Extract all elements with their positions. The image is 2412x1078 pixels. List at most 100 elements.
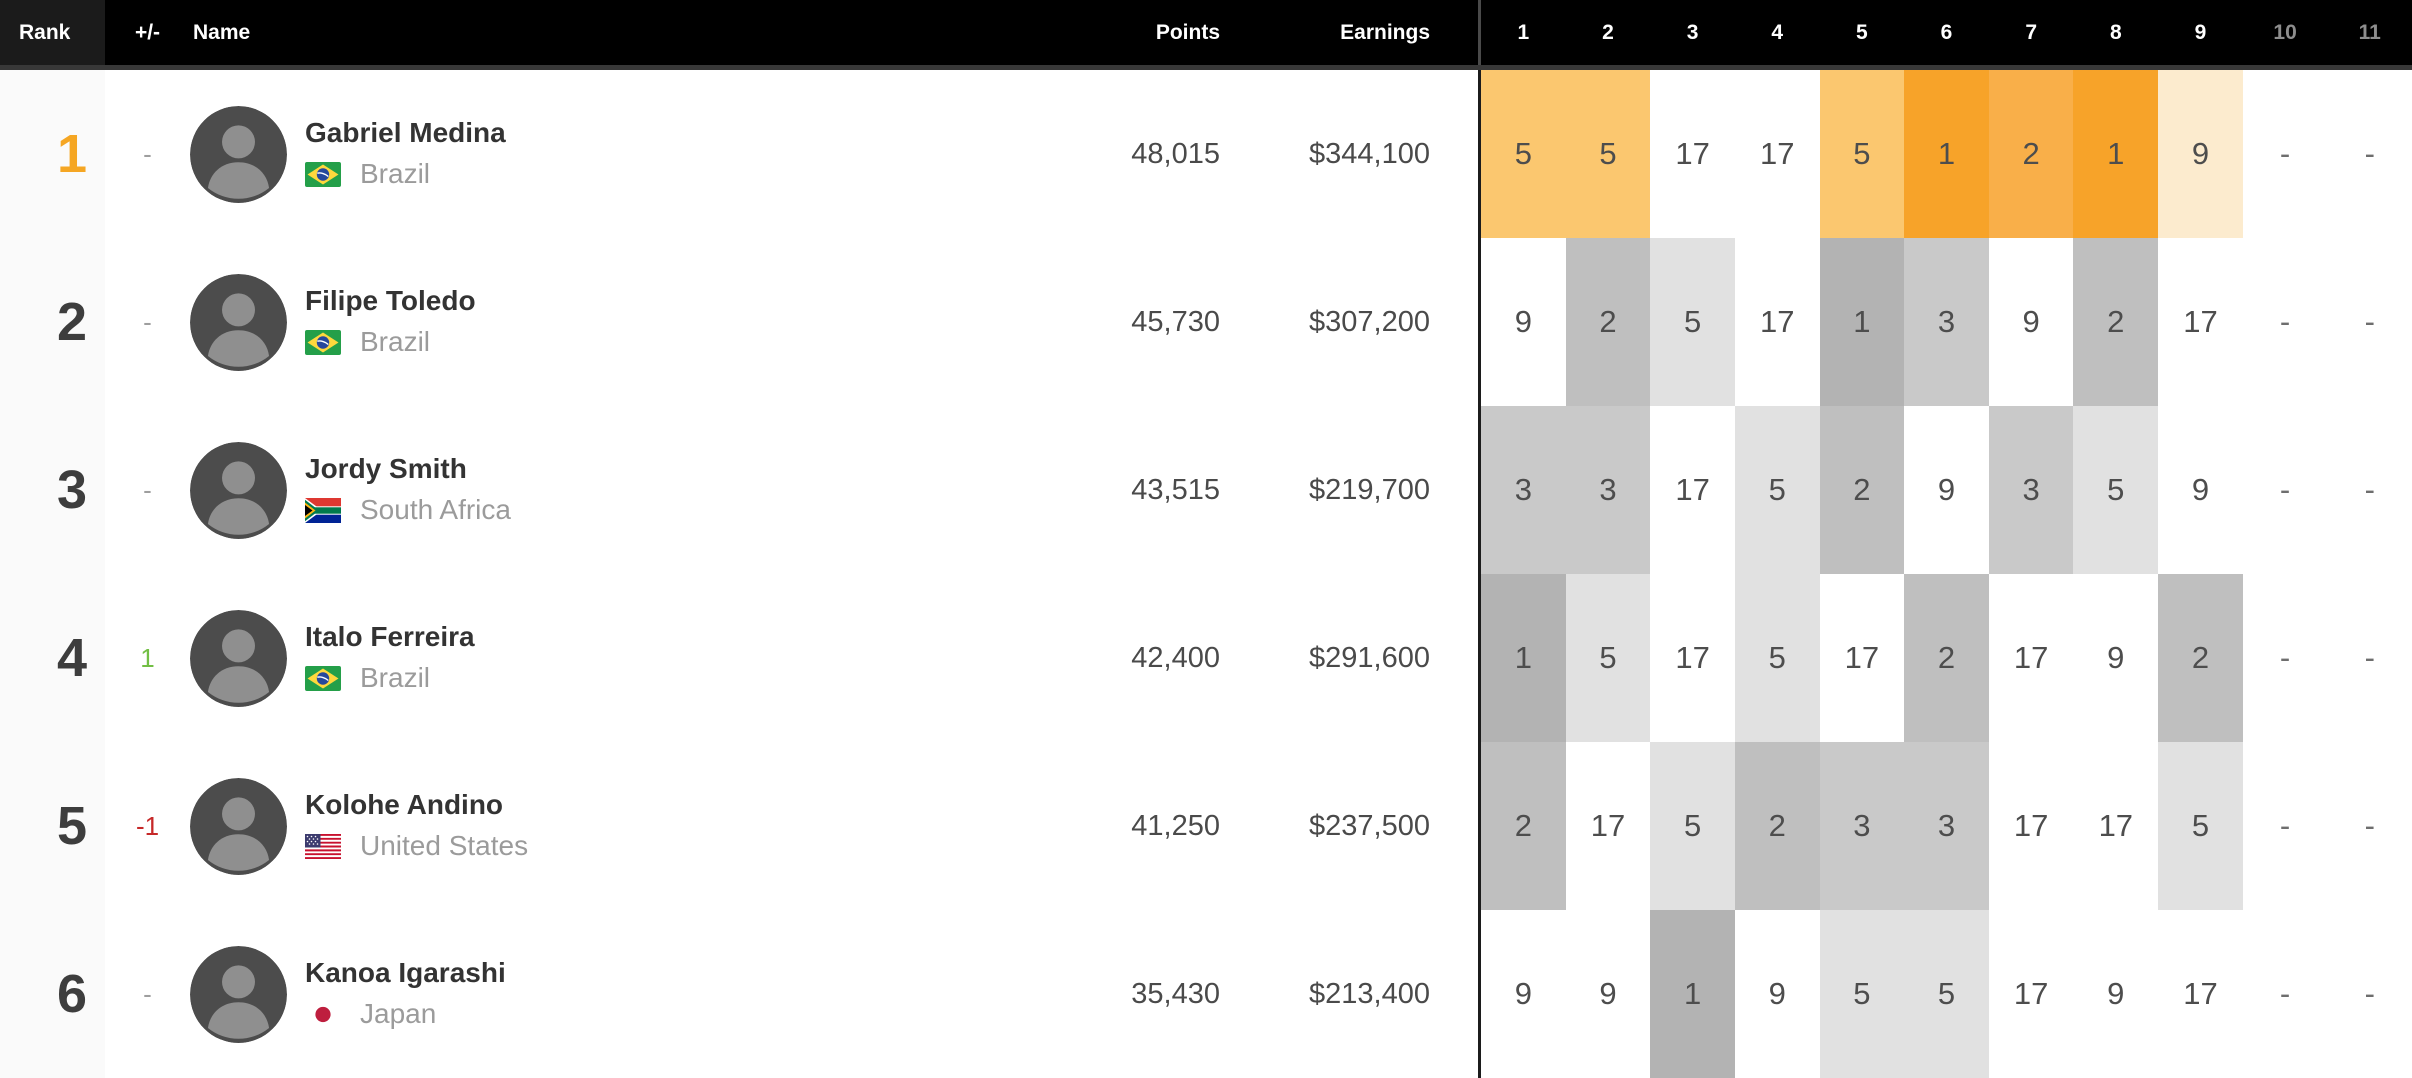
athlete-avatar: [190, 945, 287, 1043]
japan-flag-icon: [305, 1001, 341, 1027]
event-result-cell: 2: [1988, 70, 2074, 238]
event-result-cell: 5: [1565, 574, 1651, 742]
event-results: 1 5 17 5 17 2 17 9 2- -: [1478, 574, 2412, 742]
event-result-cell: 17: [2073, 742, 2159, 910]
earnings-value: $237,500: [1309, 809, 1430, 842]
event-result-cell: 2: [2073, 238, 2159, 406]
event-result-cell: 17: [1988, 910, 2074, 1078]
rank-column-header: Rank: [0, 0, 105, 65]
event-result-cell: 1: [1650, 910, 1735, 1078]
earnings-value: $291,600: [1309, 641, 1430, 674]
athlete-row[interactable]: 2 - Filipe Toledo Brazil 45,730 $307,200…: [0, 238, 2412, 406]
event-result-cell: 5: [1734, 574, 1820, 742]
athlete-name[interactable]: Kolohe Andino: [305, 789, 504, 821]
athlete-name[interactable]: Italo Ferreira: [305, 621, 475, 653]
athlete-row[interactable]: 4 1 Italo Ferreira Brazil 42,400 $291,60…: [0, 574, 2412, 742]
event-results: 3 3 17 5 2 9 3 5 9- -: [1478, 406, 2412, 574]
event-result-cell: 5: [1904, 910, 1989, 1078]
header-shadow: [0, 65, 2412, 70]
event-result-cell: 9: [1481, 238, 1566, 406]
athlete-row[interactable]: 5 -1 Kolohe Andino United States 41,250 …: [0, 742, 2412, 910]
event-column-header[interactable]: 4: [1771, 20, 1784, 44]
event-column-header[interactable]: 11: [2358, 20, 2381, 44]
event-result-cell: 9: [2158, 406, 2243, 574]
event-column-header[interactable]: 3: [1686, 20, 1699, 44]
athlete-avatar: [190, 609, 287, 707]
event-results: 2 17 5 2 3 3 17 17 5- -: [1478, 742, 2412, 910]
event-result-cell: -: [2242, 910, 2328, 1078]
country-name: Japan: [360, 998, 437, 1029]
event-result-cell: 17: [1988, 742, 2074, 910]
event-column-header[interactable]: 10: [2273, 20, 2297, 44]
rank-change: 1: [140, 642, 155, 673]
event-result-cell: 9: [1481, 910, 1566, 1078]
athlete-row[interactable]: 6 - Kanoa Igarashi Japan 35,430 $213,400…: [0, 910, 2412, 1078]
athlete-name[interactable]: Gabriel Medina: [305, 117, 506, 149]
event-result-cell: 5: [1650, 238, 1735, 406]
event-result-cell: 2: [1565, 238, 1651, 406]
event-results: 9 2 5 17 1 3 9 2 17- -: [1478, 238, 2412, 406]
athlete-row[interactable]: 1 - Gabriel Medina Brazil 48,015 $344,10…: [0, 70, 2412, 238]
country-name: Brazil: [360, 662, 431, 693]
athlete-country: Brazil: [305, 326, 476, 358]
event-result-cell: 5: [1734, 406, 1820, 574]
event-result-cell: 3: [1988, 406, 2074, 574]
athlete-country: Japan: [305, 998, 506, 1030]
event-result-cell: 17: [1650, 70, 1735, 238]
event-column-header[interactable]: 1: [1517, 20, 1530, 44]
rank-value: 4: [56, 628, 87, 688]
athlete-name[interactable]: Jordy Smith: [305, 453, 467, 485]
earnings-column-header: Earnings: [1340, 20, 1430, 44]
athlete-avatar: [190, 777, 287, 875]
event-result-cell: 2: [1481, 742, 1566, 910]
athlete-name[interactable]: Kanoa Igarashi: [305, 957, 506, 989]
event-result-cell: 5: [1481, 70, 1566, 238]
event-result-cell: 2: [1819, 406, 1905, 574]
event-column-header[interactable]: 7: [2025, 20, 2037, 44]
earnings-value: $344,100: [1309, 137, 1430, 170]
rank-value: 1: [56, 124, 87, 184]
event-result-cell: 9: [2073, 910, 2159, 1078]
event-results: 9 9 1 9 5 5 17 9 17- -: [1478, 910, 2412, 1078]
event-column-header[interactable]: 5: [1856, 20, 1868, 44]
event-result-cell: 9: [1988, 238, 2074, 406]
athlete-row[interactable]: 3 - Jordy Smith South Africa 43,515 $219…: [0, 406, 2412, 574]
athlete-name[interactable]: Filipe Toledo: [305, 285, 476, 317]
event-result-cell: 3: [1819, 742, 1905, 910]
event-result-cell: 17: [1988, 574, 2074, 742]
event-column-header[interactable]: 8: [2109, 20, 2122, 44]
event-result-cell: -: [2327, 742, 2412, 910]
earnings-value: $219,700: [1309, 473, 1430, 506]
event-result-cell: -: [2327, 910, 2412, 1078]
event-result-cell: -: [2242, 70, 2328, 238]
points-value: 45,730: [1131, 305, 1220, 338]
event-result-cell: -: [2242, 574, 2328, 742]
athlete-avatar: [190, 105, 287, 203]
event-result-cell: 17: [1734, 238, 1820, 406]
event-result-cell: 9: [2158, 70, 2243, 238]
change-column-header: +/-: [134, 20, 161, 44]
brazil-flag-icon: [305, 329, 341, 355]
event-result-cell: 17: [2158, 238, 2243, 406]
points-column-header: Points: [1155, 20, 1220, 44]
event-result-cell: 5: [1819, 70, 1905, 238]
points-value: 43,515: [1131, 473, 1220, 506]
athlete-avatar: [190, 273, 287, 371]
event-column-header[interactable]: 6: [1940, 20, 1953, 44]
rank-change: -: [143, 306, 152, 337]
event-result-cell: 3: [1481, 406, 1566, 574]
brazil-flag-icon: [305, 161, 341, 187]
points-value: 35,430: [1131, 977, 1220, 1010]
south-africa-flag-icon: [305, 497, 341, 523]
event-column-header[interactable]: 2: [1602, 20, 1614, 44]
athlete-country: Brazil: [305, 662, 475, 694]
rank-change: -: [143, 474, 152, 505]
rank-change: -: [143, 138, 152, 169]
event-result-cell: 1: [1481, 574, 1566, 742]
event-columns-header: 1 2 3 4 5 6 7 8 9 10 11: [1478, 0, 2412, 65]
event-result-cell: 9: [1734, 910, 1820, 1078]
event-column-header[interactable]: 9: [2194, 20, 2207, 44]
event-result-cell: 5: [1819, 910, 1905, 1078]
country-name: Brazil: [360, 326, 431, 357]
